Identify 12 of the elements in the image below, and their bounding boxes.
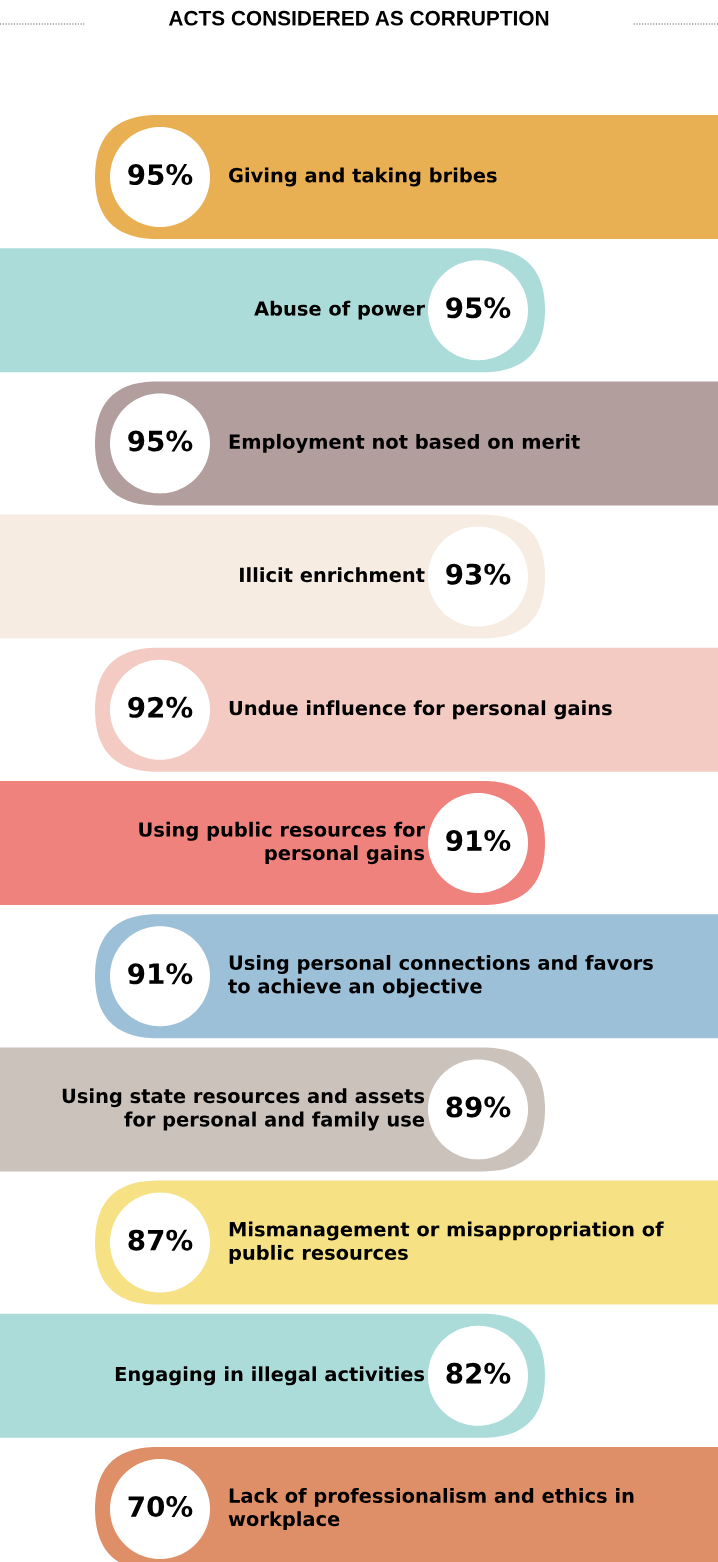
category-label: Illicit enrichment [240,567,425,583]
category-label: Lack of professionalism and ethics in workplace [228,1487,634,1531]
category-label: Giving and taking bribes [228,167,497,187]
category-label: Mismanagement or misappropriation of public resources [229,1221,664,1264]
text: ACTS CONSIDERED AS CORRUPTION [168,10,549,26]
category-label: Using personal connections and favors to achieve an objective [228,955,653,998]
category-label: Abuse of power [254,300,425,320]
category-label: Engaging in illegal activities [115,1366,425,1386]
category-label: Undue influence for personal gains [229,700,612,720]
category-label: Using public resources for personal gains [139,821,425,865]
category-label: Using state resources and assets for personal and family use [62,1088,425,1131]
category-label: Employment not based on merit [229,433,580,453]
